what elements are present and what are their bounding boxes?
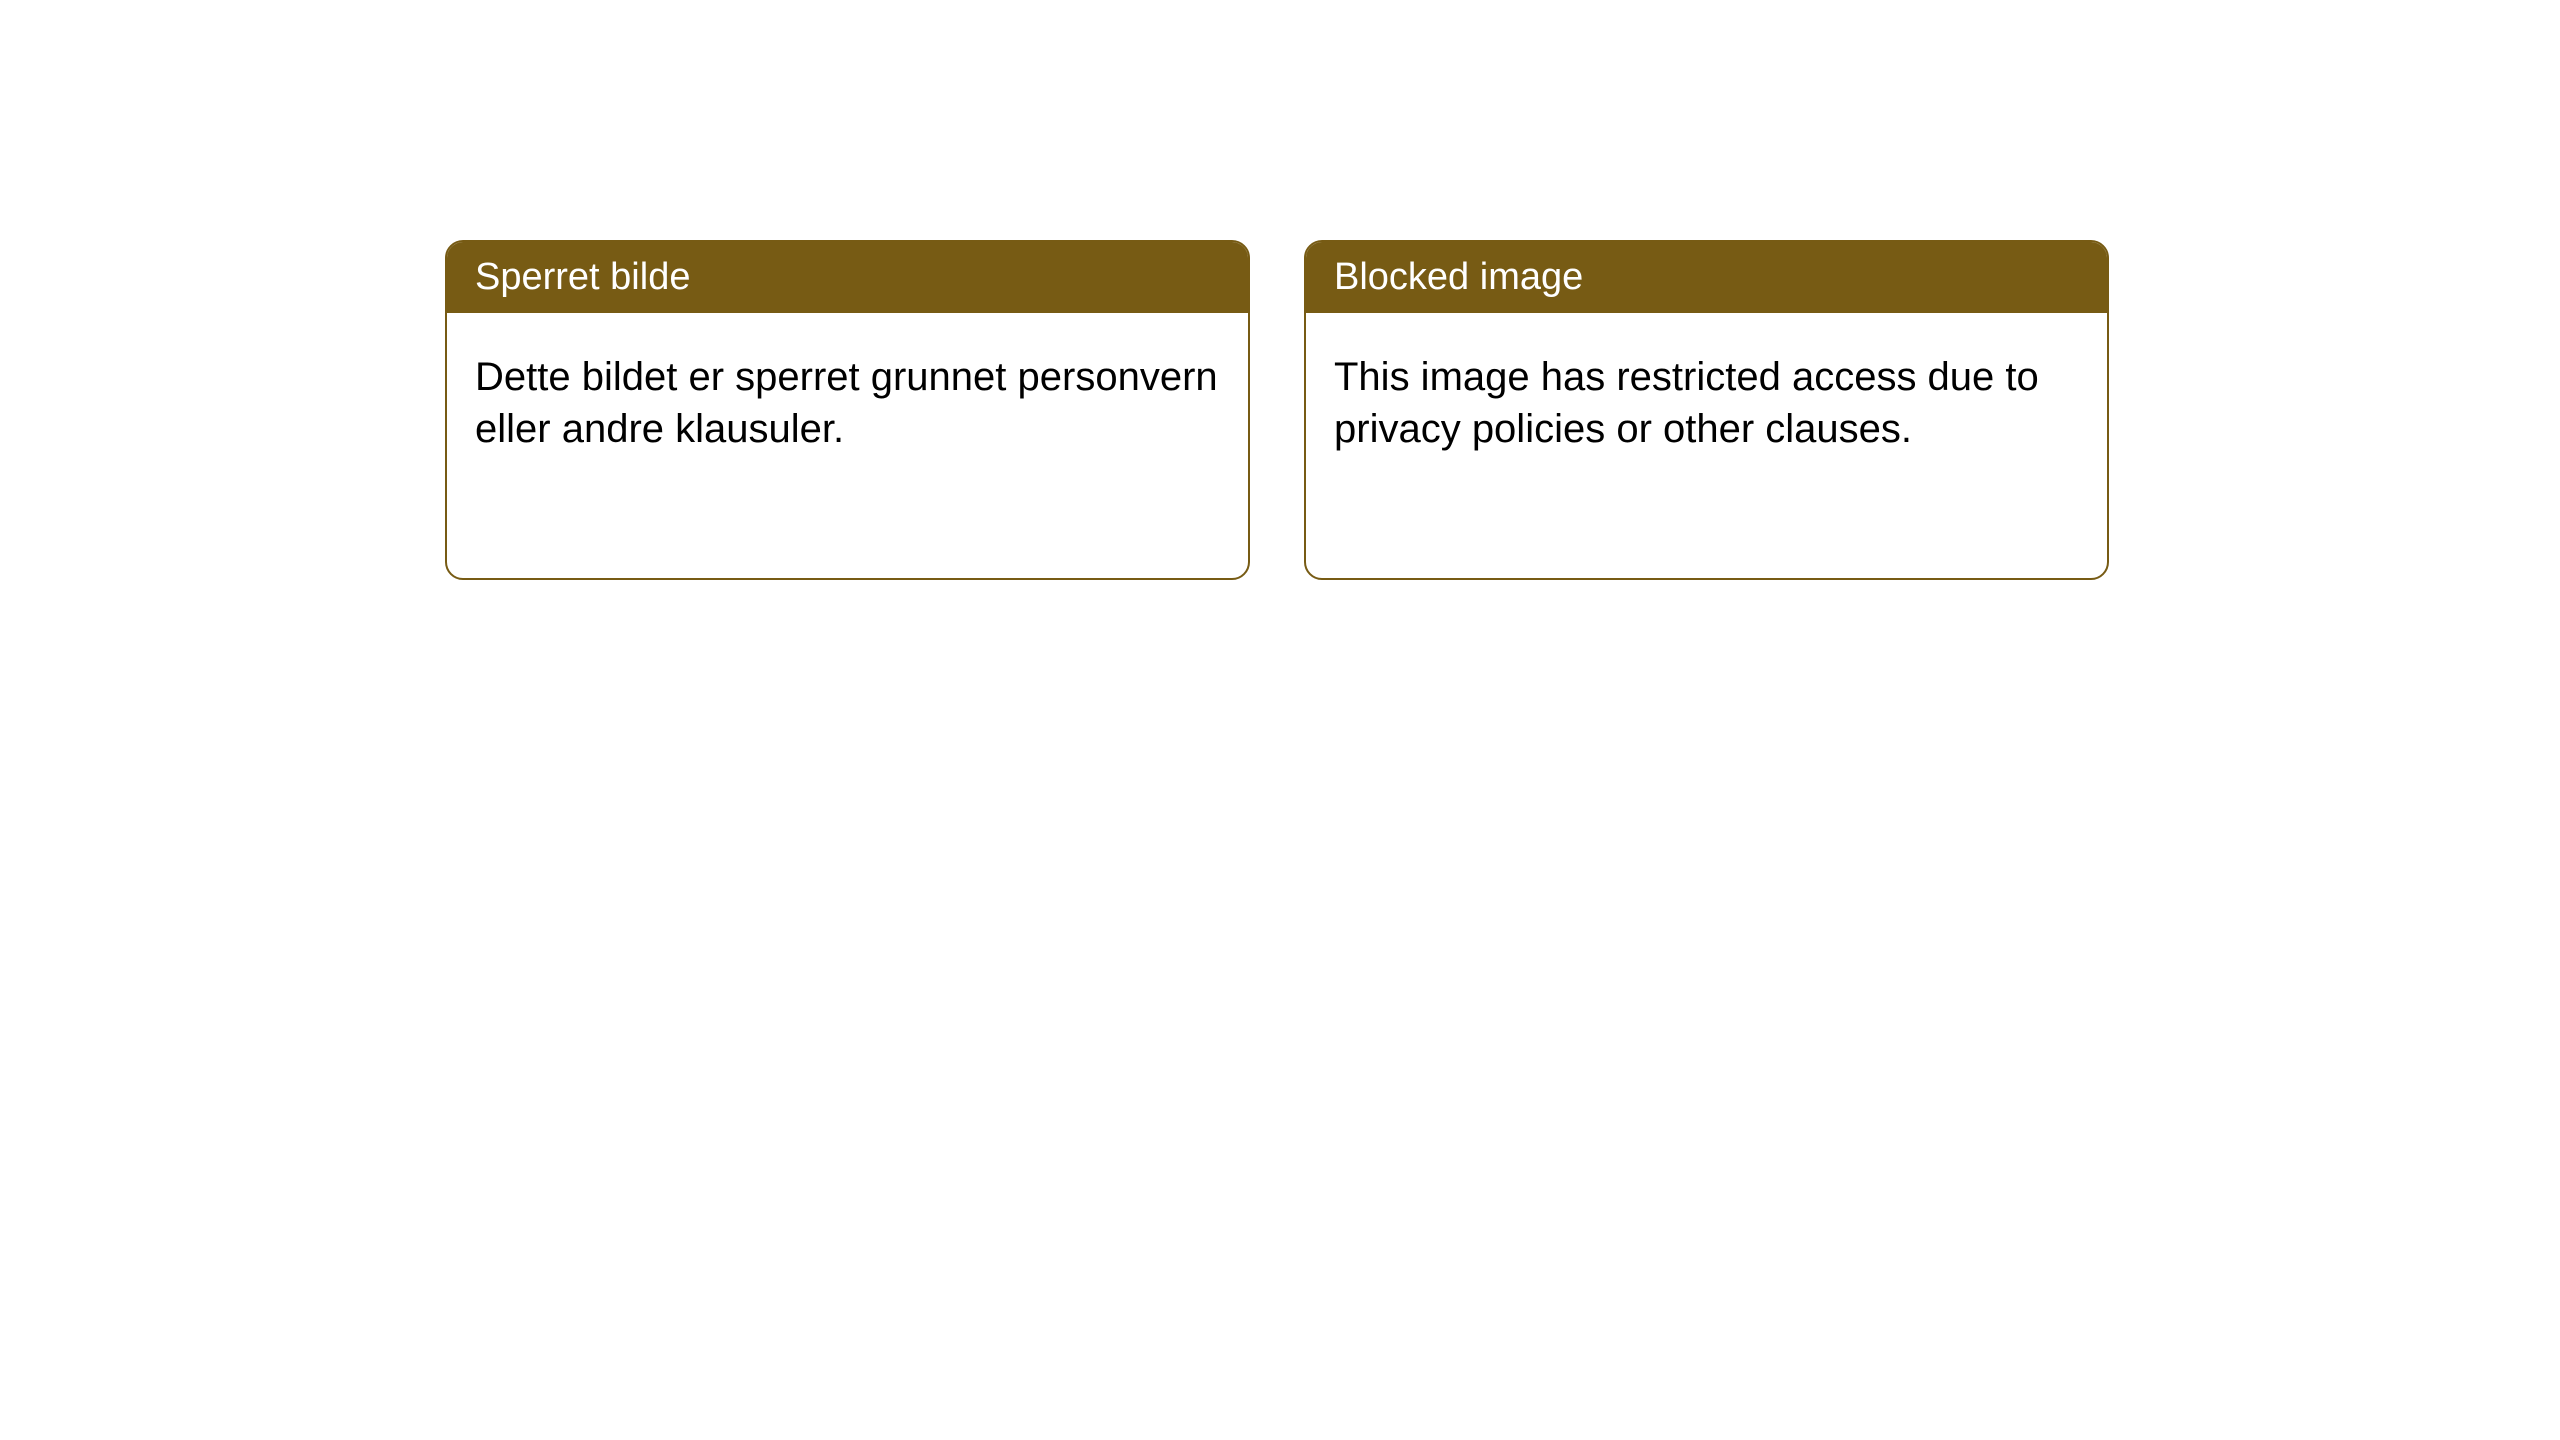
card-header: Blocked image	[1306, 242, 2107, 313]
card-body-text: Dette bildet er sperret grunnet personve…	[475, 355, 1218, 451]
card-body: This image has restricted access due to …	[1306, 313, 2107, 493]
card-title: Sperret bilde	[475, 256, 690, 298]
notice-cards-container: Sperret bilde Dette bildet er sperret gr…	[445, 240, 2109, 580]
card-body: Dette bildet er sperret grunnet personve…	[447, 313, 1248, 493]
card-title: Blocked image	[1334, 256, 1583, 298]
notice-card-english: Blocked image This image has restricted …	[1304, 240, 2109, 580]
card-header: Sperret bilde	[447, 242, 1248, 313]
notice-card-norwegian: Sperret bilde Dette bildet er sperret gr…	[445, 240, 1250, 580]
card-body-text: This image has restricted access due to …	[1334, 355, 2039, 451]
